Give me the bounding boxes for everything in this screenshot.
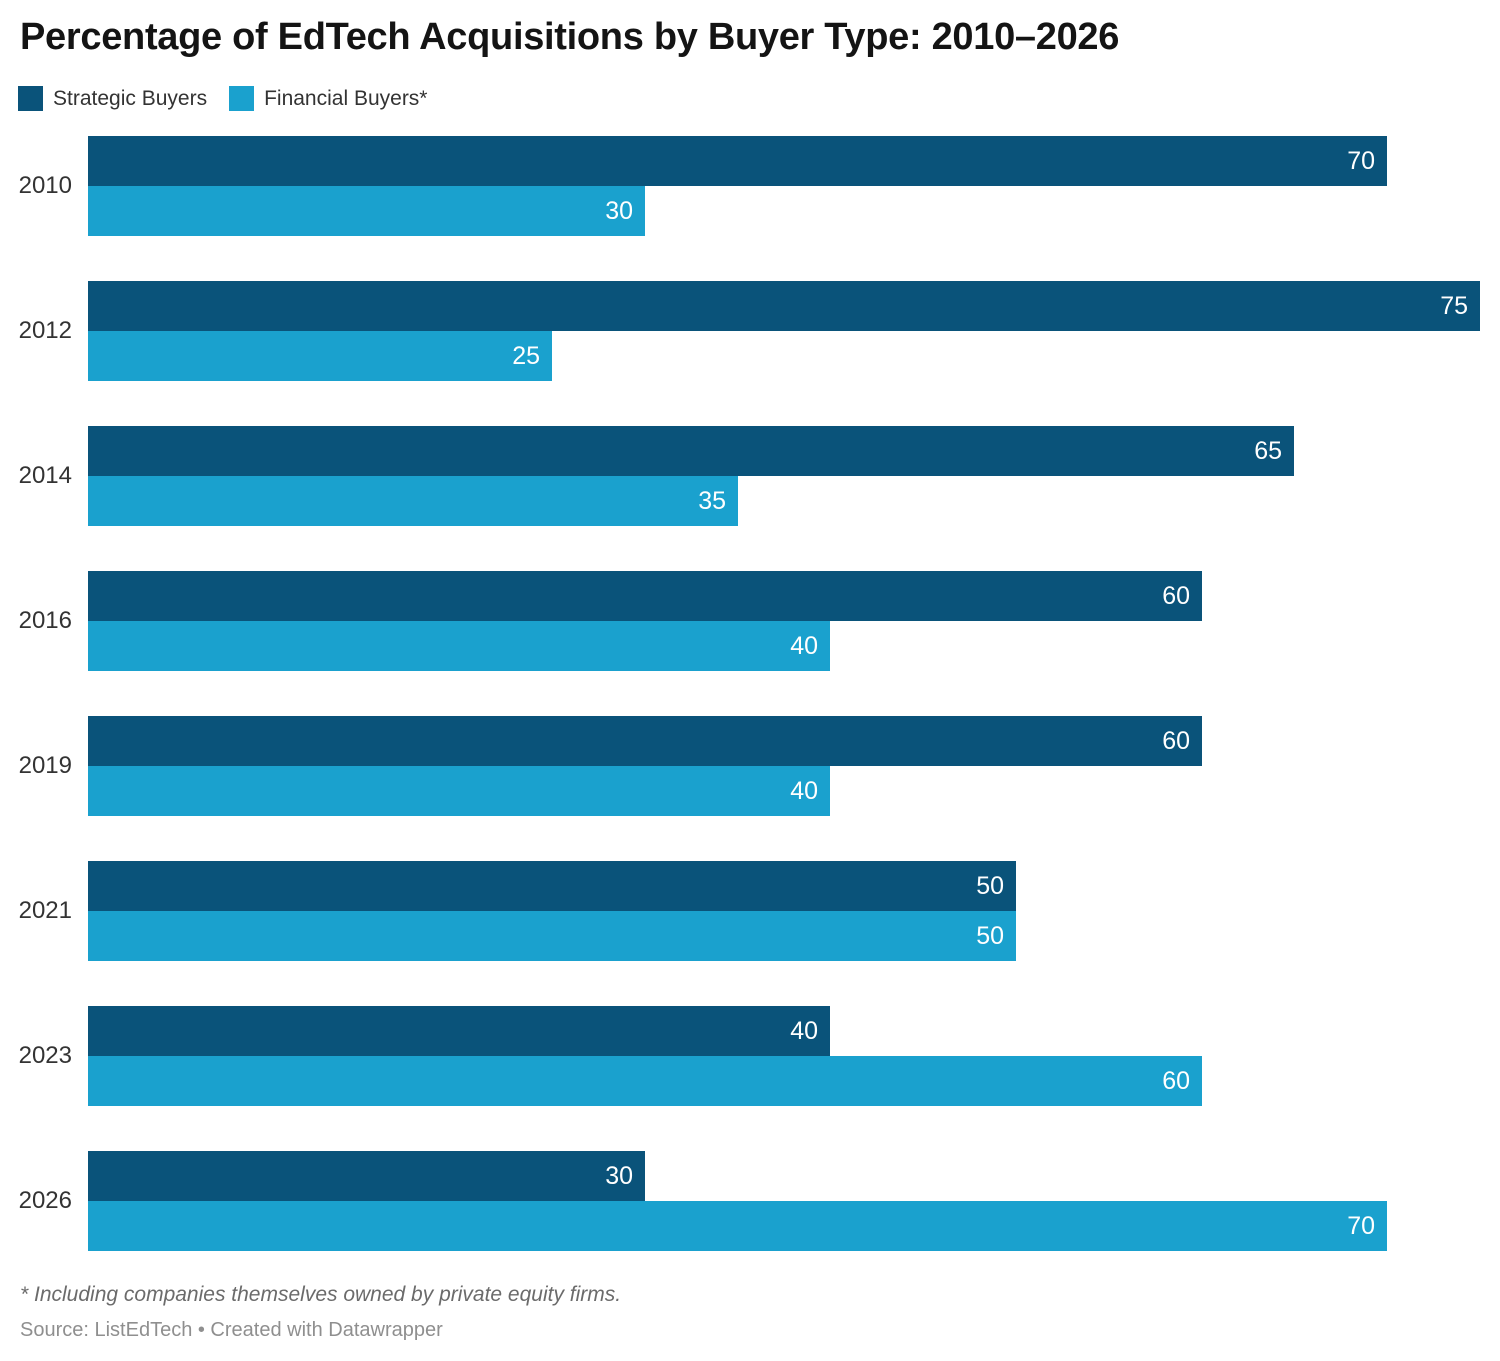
bar-row: 2019 60 40 — [0, 716, 1500, 816]
bar-row: 2021 50 50 — [0, 861, 1500, 961]
year-label: 2016 — [18, 607, 72, 634]
legend-label-financial: Financial Buyers* — [264, 86, 428, 110]
bar-value-label: 35 — [698, 486, 726, 515]
bar-group: 60 40 — [88, 571, 1500, 671]
bar-value-label: 70 — [1347, 1211, 1375, 1240]
bar-strategic: 40 — [88, 1006, 830, 1056]
bar-group: 65 35 — [88, 426, 1500, 526]
bar-value-label: 40 — [790, 1016, 818, 1045]
bar-group: 40 60 — [88, 1006, 1500, 1106]
bar-financial: 30 — [88, 186, 645, 236]
bar-group: 75 25 — [88, 281, 1500, 381]
bar-value-label: 60 — [1162, 1066, 1190, 1095]
legend-item-financial: Financial Buyers* — [229, 86, 427, 111]
bar-row: 2010 70 30 — [0, 136, 1500, 236]
legend-swatch-strategic-icon — [18, 86, 43, 111]
bar-plot: 2010 70 30 2012 75 25 2014 65 35 2016 60 40 2019 60 40… — [0, 136, 1500, 1296]
bar-strategic: 70 — [88, 136, 1387, 186]
bar-financial: 60 — [88, 1056, 1202, 1106]
bar-financial: 50 — [88, 911, 1016, 961]
bar-value-label: 50 — [976, 921, 1004, 950]
bar-financial: 25 — [88, 331, 552, 381]
bar-value-label: 70 — [1347, 146, 1375, 175]
bar-value-label: 30 — [605, 1161, 633, 1190]
bar-value-label: 30 — [605, 196, 633, 225]
legend-label-strategic: Strategic Buyers — [53, 86, 208, 110]
bar-row: 2012 75 25 — [0, 281, 1500, 381]
bar-value-label: 60 — [1162, 581, 1190, 610]
bar-value-label: 65 — [1254, 436, 1282, 465]
bar-value-label: 75 — [1440, 291, 1468, 320]
bar-value-label: 40 — [790, 631, 818, 660]
bar-value-label: 50 — [976, 871, 1004, 900]
bar-value-label: 60 — [1162, 726, 1190, 755]
legend-item-strategic: Strategic Buyers — [18, 86, 207, 111]
bar-financial: 40 — [88, 766, 830, 816]
bar-group: 50 50 — [88, 861, 1500, 961]
year-label: 2023 — [18, 1042, 72, 1069]
bar-strategic: 65 — [88, 426, 1294, 476]
bar-strategic: 60 — [88, 716, 1202, 766]
year-label: 2021 — [18, 897, 72, 924]
bar-row: 2016 60 40 — [0, 571, 1500, 671]
year-label: 2026 — [18, 1187, 72, 1214]
bar-group: 60 40 — [88, 716, 1500, 816]
bar-value-label: 40 — [790, 776, 818, 805]
bar-financial: 35 — [88, 476, 738, 526]
legend-swatch-financial-icon — [229, 86, 255, 111]
year-label: 2010 — [18, 172, 72, 199]
year-label: 2019 — [18, 752, 72, 779]
bar-group: 70 30 — [88, 136, 1500, 236]
year-label: 2012 — [18, 317, 72, 344]
bar-financial: 70 — [88, 1201, 1387, 1251]
source-line: Source: ListEdTech • Created with Datawr… — [20, 1319, 443, 1341]
bar-row: 2026 30 70 — [0, 1151, 1500, 1251]
bar-strategic: 60 — [88, 571, 1202, 621]
bar-value-label: 25 — [512, 341, 540, 370]
legend: Strategic Buyers Financial Buyers* — [18, 86, 427, 111]
bar-row: 2023 40 60 — [0, 1006, 1500, 1106]
year-label: 2014 — [18, 462, 72, 489]
bar-strategic: 30 — [88, 1151, 645, 1201]
bar-strategic: 50 — [88, 861, 1016, 911]
bar-strategic: 75 — [88, 281, 1480, 331]
bar-row: 2014 65 35 — [0, 426, 1500, 526]
bar-group: 30 70 — [88, 1151, 1500, 1251]
chart-title: Percentage of EdTech Acquisitions by Buy… — [20, 16, 1120, 58]
bar-financial: 40 — [88, 621, 830, 671]
footnote: * Including companies themselves owned b… — [20, 1283, 622, 1306]
